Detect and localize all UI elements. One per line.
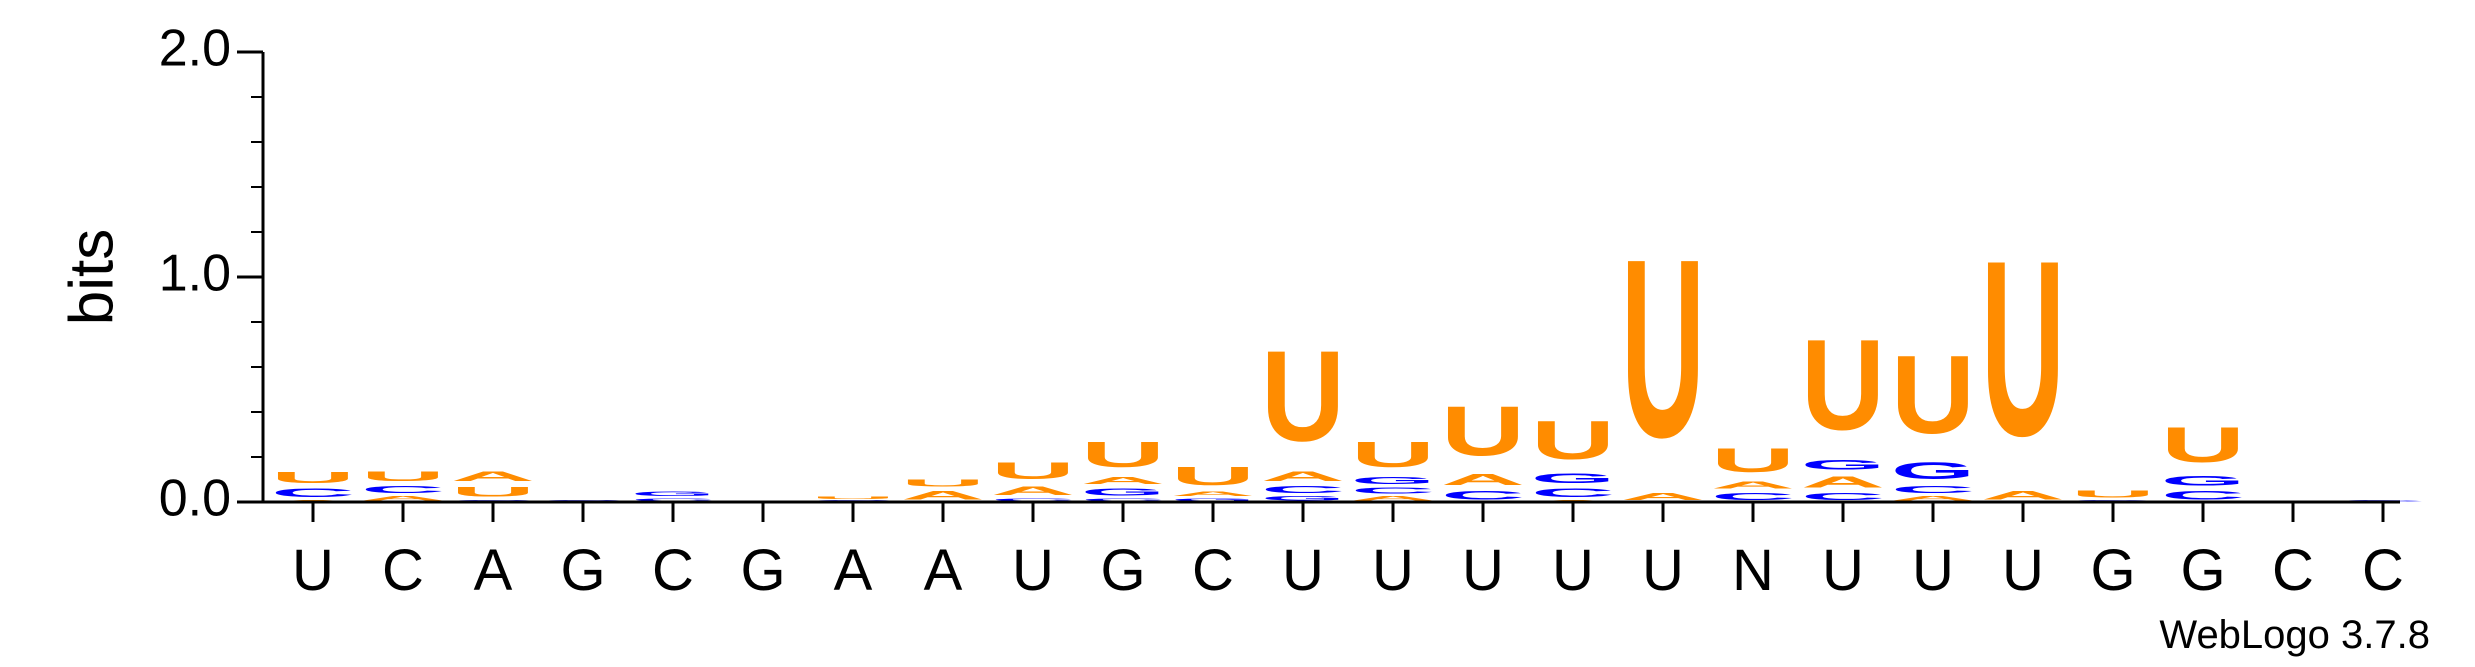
x-tick-label: U xyxy=(1012,538,1054,603)
logo-letter-u: U xyxy=(1711,441,1795,479)
logo-letter-c: C xyxy=(271,486,355,500)
x-tick-label: A xyxy=(834,538,873,603)
y-axis-label: bits xyxy=(57,229,126,325)
logo-letter-u: U xyxy=(991,457,1075,484)
x-tick-label: U xyxy=(2002,538,2044,603)
logo-letter-a: A xyxy=(1801,473,1885,491)
logo-letter-a: A xyxy=(1351,495,1435,502)
logo-letter-a: A xyxy=(451,468,535,484)
x-tick-label: N xyxy=(1732,538,1774,603)
x-tick-label: C xyxy=(2272,538,2314,603)
logo-letter-c: C xyxy=(1081,498,1165,502)
logo-letter-g: G xyxy=(1891,457,1975,484)
logo-letter-u: U xyxy=(811,495,895,499)
logo-letter-a: A xyxy=(1621,491,1705,502)
x-tick-label: A xyxy=(924,538,963,603)
x-tick-label: U xyxy=(292,538,334,603)
y-tick-label: 0.0 xyxy=(159,470,231,528)
y-tick-label: 2.0 xyxy=(159,20,231,78)
logo-letter-a: A xyxy=(1171,491,1255,498)
logo-letter-c: C xyxy=(1261,484,1345,495)
logo-letter-g: G xyxy=(1351,475,1435,486)
logo-letter-a: A xyxy=(1441,470,1525,488)
logo-letter-u: U xyxy=(1261,325,1345,469)
logo-letter-u: U xyxy=(1171,461,1255,490)
x-tick-label: G xyxy=(560,538,605,603)
logo-letter-g: G xyxy=(1261,495,1345,502)
watermark-text: WebLogo 3.7.8 xyxy=(2159,613,2430,657)
logo-letter-a: A xyxy=(1981,488,2065,502)
logo-letter-u: U xyxy=(1441,392,1525,471)
logo-letter-u: U xyxy=(361,468,445,484)
x-tick-label: U xyxy=(1822,538,1864,603)
logo-letter-c: C xyxy=(1531,486,1615,500)
logo-letter-c: C xyxy=(1891,484,1975,495)
logo-letter-a: A xyxy=(1081,475,1165,486)
logo-letter-g: G xyxy=(1081,486,1165,497)
x-tick-label: U xyxy=(1372,538,1414,603)
y-tick-label: 1.0 xyxy=(159,245,231,303)
logo-letter-c: C xyxy=(1801,491,1885,502)
logo-letter-c: C xyxy=(1441,488,1525,502)
logo-letter-g: G xyxy=(1531,471,1615,487)
logo-letter-c: C xyxy=(991,498,1075,502)
logo-letter-a: A xyxy=(1711,480,1795,491)
logo-letter-u: U xyxy=(2161,416,2245,472)
logo-letter-u: U xyxy=(451,484,535,500)
logo-letter-c: C xyxy=(1711,491,1795,502)
logo-letter-a: A xyxy=(991,484,1075,498)
logo-letter-u: U xyxy=(1801,314,1885,458)
logo-letter-a: A xyxy=(1891,495,1975,502)
logo-letter-u: U xyxy=(1981,209,2065,489)
logo-letter-u: U xyxy=(1621,206,1705,490)
x-tick-label: C xyxy=(382,538,424,603)
x-tick-label: C xyxy=(2362,538,2404,603)
x-tick-label: U xyxy=(1462,538,1504,603)
logo-letter-u: U xyxy=(1891,334,1975,458)
x-tick-label: C xyxy=(652,538,694,603)
logo-letter-c: C xyxy=(631,498,715,502)
logo-letter-u: U xyxy=(1351,435,1435,475)
logo-letter-u: U xyxy=(1531,410,1615,471)
logo-letter-g: G xyxy=(1171,498,1255,502)
x-tick-label: G xyxy=(740,538,785,603)
logo-letter-u: U xyxy=(901,477,985,488)
logo-letter-a: A xyxy=(901,488,985,502)
plot-area: ACUACUCUACCGCUAUCAUCGAUGAUGCAUACGUCAUACG… xyxy=(271,206,2425,502)
logo-letter-g: G xyxy=(1801,457,1885,473)
x-tick-label: U xyxy=(1642,538,1684,603)
x-tick-label: U xyxy=(1552,538,1594,603)
x-tick-label: G xyxy=(2180,538,2225,603)
x-tick-label: C xyxy=(1192,538,1234,603)
logo-letter-u: U xyxy=(2071,489,2155,500)
logo-letter-a: A xyxy=(1261,468,1345,484)
logo-letter-c: C xyxy=(361,484,445,495)
logo-letter-c: C xyxy=(1351,486,1435,495)
logo-letter-u: U xyxy=(271,468,355,486)
x-tick-label: A xyxy=(474,538,513,603)
logo-letter-u: U xyxy=(1081,435,1165,475)
x-tick-label: U xyxy=(1282,538,1324,603)
y-axis: 0.0 1.0 2.0 xyxy=(159,20,265,528)
x-tick-label: U xyxy=(1912,538,1954,603)
logo-letter-c: C xyxy=(2161,488,2245,502)
x-tick-label: G xyxy=(2090,538,2135,603)
logo-letter-g: G xyxy=(631,491,715,498)
x-tick-label: G xyxy=(1100,538,1145,603)
logo-letter-a: A xyxy=(361,495,445,502)
logo-letter-g: G xyxy=(2161,473,2245,489)
